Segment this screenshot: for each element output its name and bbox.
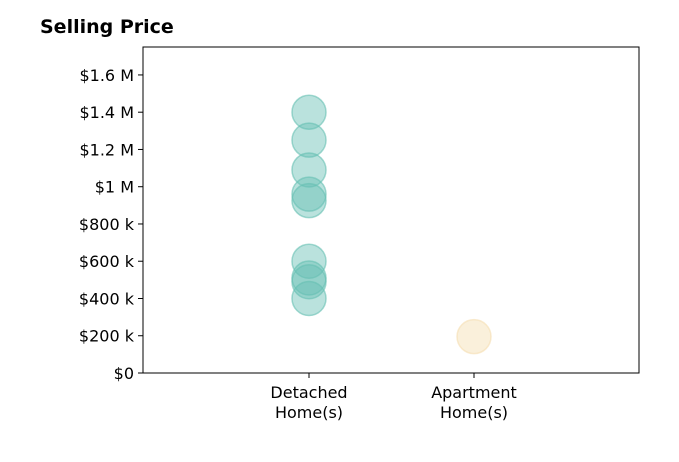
data-point bbox=[291, 152, 327, 188]
chart-title: Selling Price bbox=[40, 16, 174, 38]
data-point bbox=[291, 280, 327, 317]
data-point bbox=[291, 182, 327, 219]
y-tick-label: $1 M bbox=[95, 178, 134, 197]
x-tick-label: Detached Home(s) bbox=[270, 383, 347, 422]
y-tick-label: $1.4 M bbox=[79, 103, 134, 122]
y-axis: $0 $200 k $400 k $600 k $800 k $1 M $1.2 M $1.4… bbox=[79, 66, 143, 383]
y-tick-label: $400 k bbox=[79, 289, 135, 308]
data-point bbox=[291, 94, 327, 130]
data-point bbox=[291, 122, 327, 158]
y-tick-label: $800 k bbox=[79, 215, 135, 234]
y-tick-label: $1.2 M bbox=[79, 140, 134, 159]
y-tick-label: $200 k bbox=[79, 327, 135, 346]
y-tick-label: $1.6 M bbox=[79, 66, 134, 85]
data-points bbox=[291, 94, 492, 355]
x-tick-label: Apartment Home(s) bbox=[431, 383, 517, 422]
data-point bbox=[456, 318, 492, 355]
x-axis: Detached Home(s) Apartment Home(s) bbox=[270, 373, 517, 422]
y-tick-label: $600 k bbox=[79, 252, 135, 271]
y-tick-label: $0 bbox=[114, 364, 134, 383]
plot-area bbox=[142, 46, 640, 374]
